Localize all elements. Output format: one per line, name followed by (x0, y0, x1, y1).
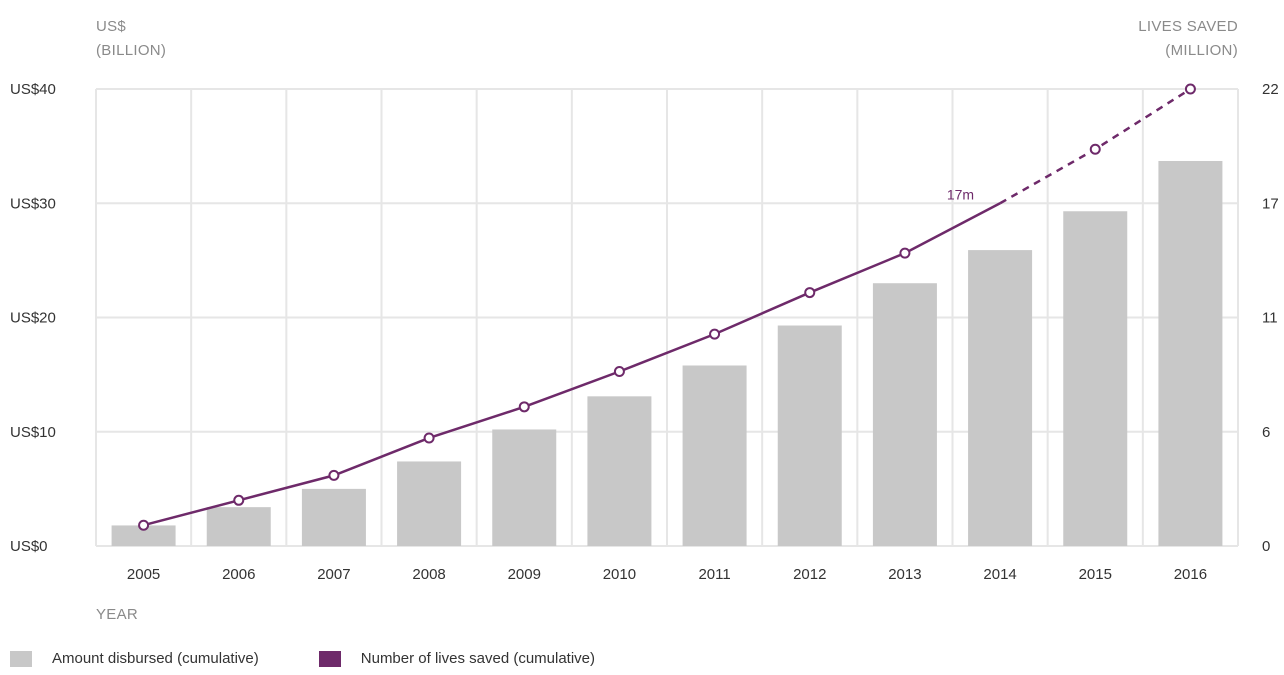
bar-2016 (1158, 160, 1223, 547)
left-axis-title-line1: US$ (96, 18, 126, 35)
bar-2007 (301, 488, 366, 546)
x-axis-tick-labels: 2005 2006 2007 2008 2009 2010 2011 2012 2013 2014… (127, 566, 1207, 583)
line-point-2016 (1184, 83, 1196, 95)
x-tick-label-2006: 2006 (222, 566, 255, 583)
left-axis-title-line2: (BILLION) (96, 42, 166, 59)
right-axis-title-line2: (MILLION) (1165, 42, 1238, 59)
right-tick-label: 0 (1262, 538, 1270, 555)
legend-swatch-amount (10, 650, 32, 667)
x-tick-label-2015: 2015 (1079, 566, 1112, 583)
line-point-2005 (138, 519, 150, 531)
legend-item-lives: Number of lives saved (cumulative) (318, 650, 596, 667)
left-tick-label: US$0 (10, 538, 48, 555)
right-tick-label: 6 (1262, 424, 1270, 441)
bar-2014 (968, 250, 1033, 546)
bar-2012 (777, 325, 842, 546)
bar-2005 (111, 525, 176, 546)
x-tick-label-2016: 2016 (1174, 566, 1207, 583)
line-point-2009 (518, 401, 530, 413)
right-tick-label: 11 (1262, 310, 1278, 327)
x-tick-label-2008: 2008 (412, 566, 445, 583)
line-point-2011 (709, 328, 721, 340)
legend-swatch-lives (318, 650, 341, 667)
x-tick-label-2007: 2007 (317, 566, 350, 583)
gridlines (95, 88, 1239, 547)
annotation-label: 17m (947, 186, 974, 202)
bar-2008 (397, 461, 462, 546)
line-point-2013 (899, 247, 911, 259)
left-tick-label: US$40 (10, 81, 56, 98)
right-axis-tick-labels: 0 6 11 17 22 (1262, 81, 1279, 555)
right-tick-label: 17 (1262, 195, 1279, 212)
x-tick-label-2009: 2009 (508, 566, 541, 583)
bar-2006 (206, 507, 271, 546)
line-series (138, 83, 1196, 531)
x-tick-label-2013: 2013 (888, 566, 921, 583)
legend-label-lives: Number of lives saved (cumulative) (360, 650, 596, 667)
x-tick-label-2010: 2010 (603, 566, 636, 583)
line-point-2012 (804, 287, 816, 299)
legend-item-amount: Amount disbursed (cumulative) (10, 650, 259, 667)
right-tick-label: 22 (1262, 81, 1279, 98)
legend-label-amount: Amount disbursed (cumulative) (52, 650, 259, 667)
left-tick-label: US$20 (10, 310, 56, 327)
line-point-2008 (423, 432, 435, 444)
x-tick-label-2012: 2012 (793, 566, 826, 583)
left-axis-tick-labels: US$0 US$10 US$20 US$30 US$40 (10, 81, 56, 555)
left-tick-label: US$10 (10, 424, 56, 441)
bar-series (111, 160, 1223, 547)
legend: Amount disbursed (cumulative) Number of … (10, 650, 655, 667)
line-point-2007 (328, 469, 340, 481)
x-tick-label-2005: 2005 (127, 566, 160, 583)
bar-2013 (872, 283, 937, 546)
bar-2011 (682, 365, 747, 546)
bar-2015 (1063, 211, 1128, 546)
bar-2010 (587, 396, 652, 546)
left-tick-label: US$30 (10, 195, 56, 212)
x-tick-label-2011: 2011 (698, 566, 730, 583)
x-tick-label-2014: 2014 (983, 566, 1016, 583)
line-point-2015 (1089, 143, 1101, 155)
bar-2009 (492, 429, 557, 546)
x-axis-title: YEAR (96, 606, 138, 623)
line-actual (143, 202, 1001, 527)
right-axis-title-line1: LIVES SAVED (1138, 18, 1238, 35)
line-point-2006 (233, 494, 245, 506)
line-point-2010 (613, 366, 625, 378)
